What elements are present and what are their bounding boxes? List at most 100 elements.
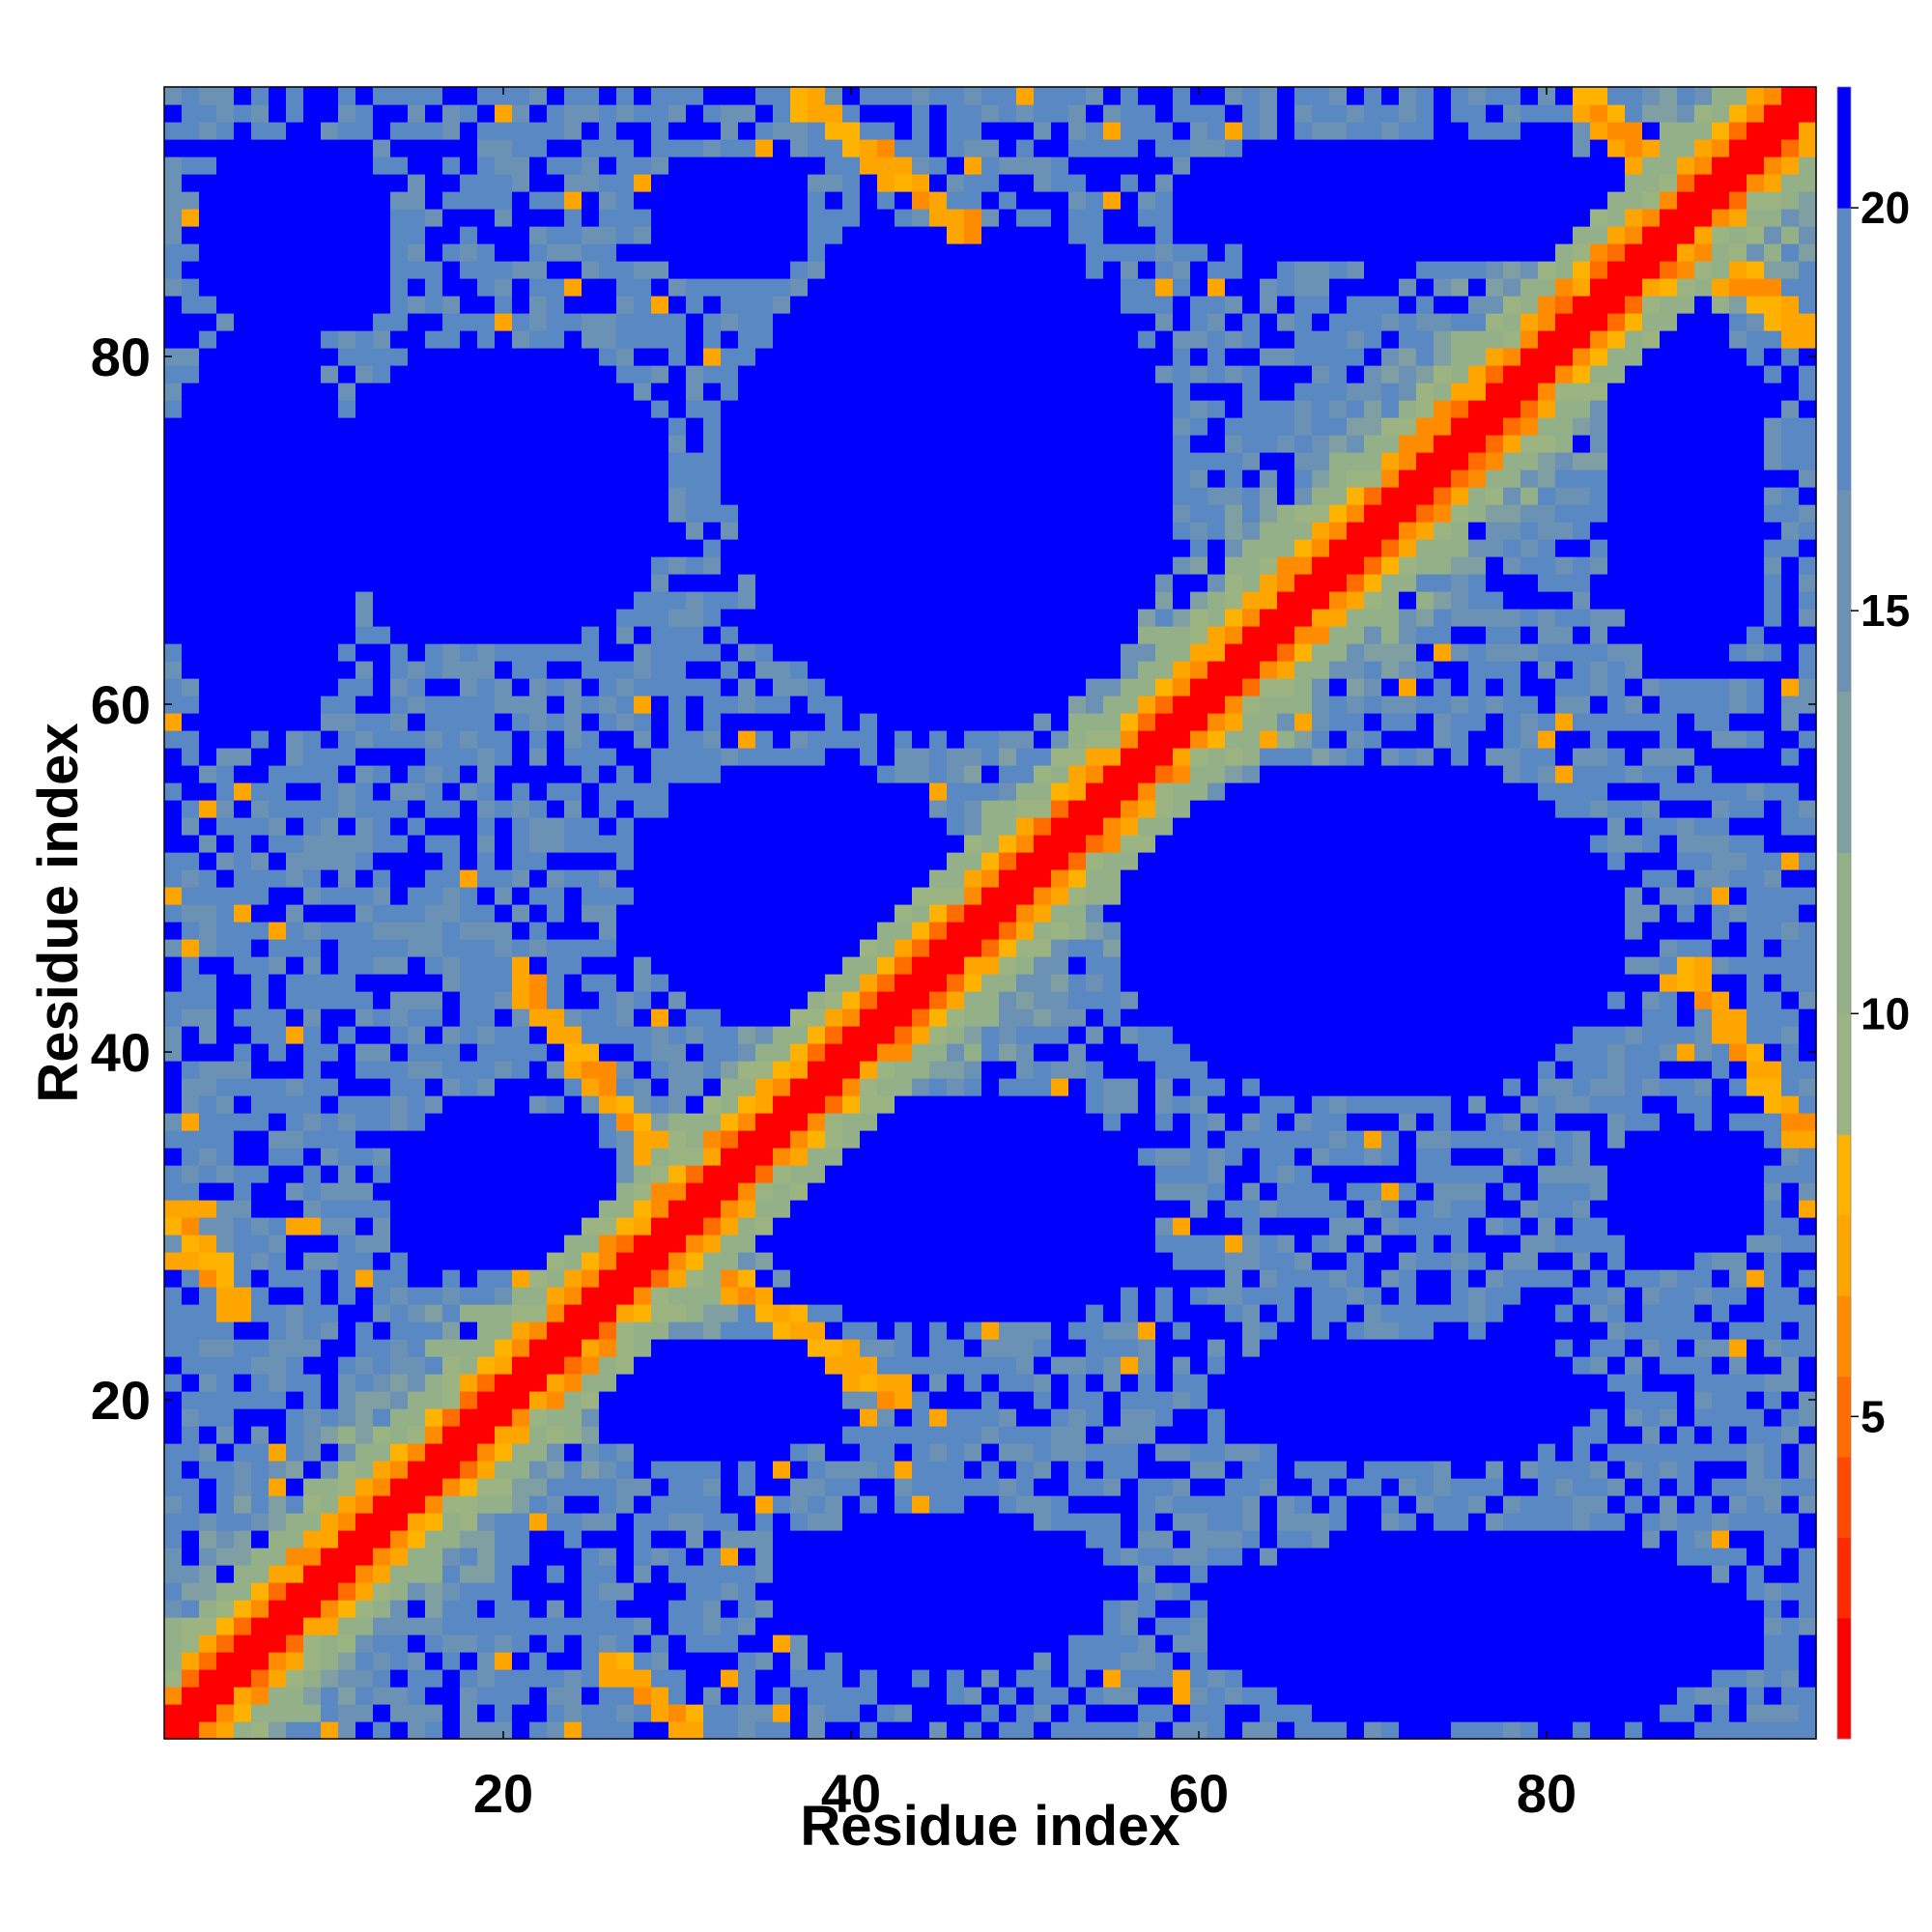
heatmap-cell — [651, 1652, 669, 1670]
heatmap-cell — [895, 626, 913, 644]
heatmap-cell — [582, 1617, 600, 1635]
heatmap-cell — [1068, 1617, 1087, 1635]
heatmap-cell — [1034, 1652, 1052, 1670]
heatmap-cell — [790, 1652, 809, 1670]
heatmap-cell — [303, 1321, 322, 1340]
heatmap-cell — [425, 696, 443, 714]
heatmap-cell — [390, 713, 409, 731]
heatmap-cell — [755, 383, 774, 401]
heatmap-cell — [981, 174, 1000, 192]
heatmap-cell — [651, 626, 669, 644]
heatmap-cell — [808, 243, 826, 262]
heatmap-cell — [686, 261, 704, 279]
heatmap-cell — [460, 939, 478, 957]
heatmap-cell — [303, 313, 322, 331]
heatmap-cell — [651, 835, 669, 853]
heatmap-cell — [234, 1721, 252, 1740]
heatmap-cell — [929, 887, 948, 905]
heatmap-cell — [338, 730, 356, 749]
heatmap-cell — [1016, 191, 1035, 210]
heatmap-cell — [321, 1391, 339, 1409]
heatmap-cell — [668, 504, 687, 523]
heatmap-cell — [860, 1443, 878, 1462]
heatmap-cell — [321, 261, 339, 279]
heatmap-cell — [981, 296, 1000, 314]
heatmap-cell — [460, 1652, 478, 1670]
heatmap-cell — [547, 974, 565, 992]
heatmap-cell — [303, 574, 322, 592]
heatmap-cell — [442, 209, 461, 227]
heatmap-cell — [286, 609, 304, 627]
heatmap-cell — [512, 869, 530, 888]
heatmap-cell — [269, 1391, 287, 1409]
heatmap-cell — [947, 1043, 965, 1062]
heatmap-cell — [425, 1374, 443, 1392]
heatmap-cell — [182, 1148, 200, 1166]
heatmap-cell — [877, 209, 895, 227]
heatmap-cell — [599, 1704, 617, 1722]
heatmap-cell — [651, 278, 669, 297]
heatmap-cell — [790, 122, 809, 140]
heatmap-cell — [234, 556, 252, 575]
heatmap-cell — [616, 87, 635, 105]
heatmap-cell — [721, 956, 739, 975]
heatmap-cell — [599, 869, 617, 888]
heatmap-cell — [825, 1530, 843, 1548]
heatmap-cell — [1051, 1200, 1069, 1218]
heatmap-cell — [634, 1113, 652, 1131]
heatmap-cell — [668, 643, 687, 662]
heatmap-cell — [460, 800, 478, 818]
heatmap-cell — [634, 539, 652, 557]
heatmap-cell — [164, 1374, 183, 1392]
heatmap-cell — [442, 1130, 461, 1149]
heatmap-cell — [912, 852, 930, 870]
heatmap-cell — [651, 139, 669, 157]
heatmap-cell — [947, 887, 965, 905]
heatmap-cell — [529, 1130, 548, 1149]
heatmap-cell — [477, 1269, 496, 1288]
heatmap-cell — [442, 1565, 461, 1583]
heatmap-cell — [582, 296, 600, 314]
heatmap-cell — [373, 887, 391, 905]
heatmap-cell — [512, 1321, 530, 1340]
heatmap-cell — [703, 991, 722, 1009]
heatmap-cell — [895, 1130, 913, 1149]
heatmap-cell — [929, 817, 948, 836]
heatmap-cell — [825, 748, 843, 766]
heatmap-cell — [755, 522, 774, 540]
heatmap-cell — [825, 696, 843, 714]
heatmap-cell — [199, 1026, 217, 1044]
heatmap-cell — [1016, 956, 1035, 975]
heatmap-cell — [1016, 730, 1035, 749]
heatmap-cell — [1034, 1461, 1052, 1479]
heatmap-cell — [338, 1269, 356, 1288]
heatmap-cell — [703, 348, 722, 366]
heatmap-cell — [547, 261, 565, 279]
heatmap-cell — [477, 1287, 496, 1305]
heatmap-cell — [616, 278, 635, 297]
heatmap-cell — [564, 1269, 582, 1288]
heatmap-cell — [199, 226, 217, 244]
heatmap-cell — [547, 1530, 565, 1548]
heatmap-cell — [964, 122, 982, 140]
heatmap-cell — [929, 1391, 948, 1409]
heatmap-cell — [738, 1287, 756, 1305]
heatmap-cell — [999, 261, 1017, 279]
heatmap-cell — [981, 1704, 1000, 1722]
heatmap-cell — [251, 1148, 270, 1166]
heatmap-cell — [842, 1339, 861, 1357]
heatmap-cell — [512, 1165, 530, 1183]
heatmap-cell — [373, 1652, 391, 1670]
heatmap-cell — [182, 383, 200, 401]
heatmap-cell — [616, 348, 635, 366]
heatmap-cell — [686, 1530, 704, 1548]
heatmap-cell — [269, 1061, 287, 1079]
heatmap-cell — [216, 417, 235, 436]
heatmap-cell — [199, 904, 217, 923]
heatmap-cell — [286, 713, 304, 731]
heatmap-cell — [495, 1565, 513, 1583]
heatmap-cell — [164, 1721, 183, 1740]
heatmap-cell — [668, 1565, 687, 1583]
heatmap-cell — [616, 209, 635, 227]
heatmap-cell — [999, 435, 1017, 453]
